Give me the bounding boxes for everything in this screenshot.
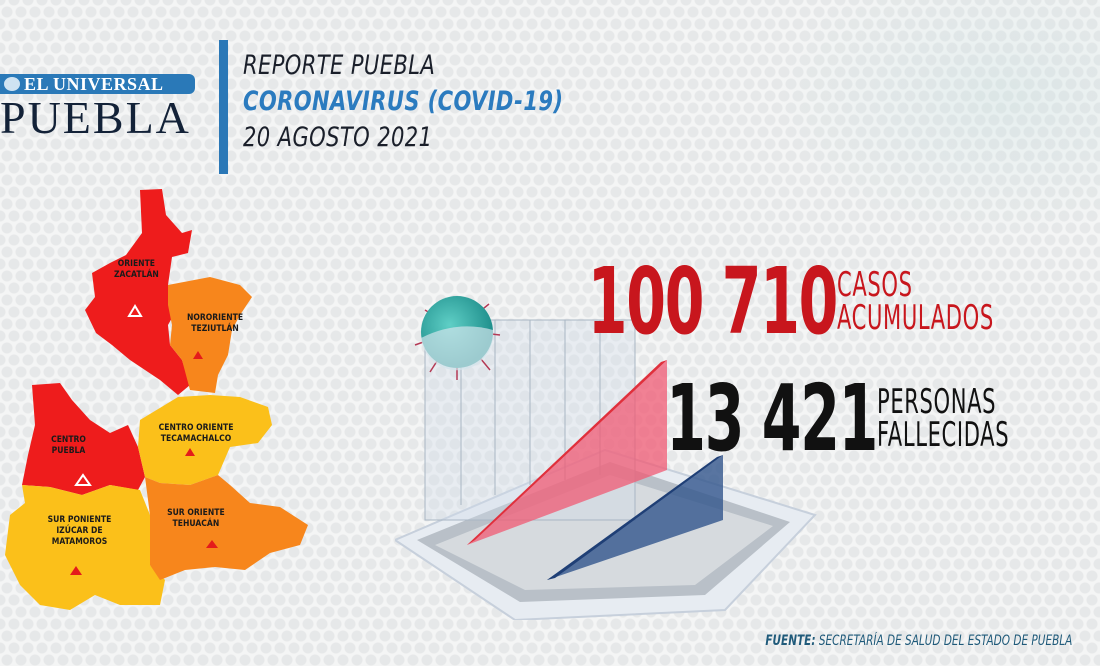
region-label-teziutlan: NORORIENTE TEZIUTLÁN — [187, 313, 243, 335]
covid-chart-illustration — [392, 290, 825, 622]
region-label-line: ZACATLÁN — [113, 270, 159, 280]
region-label-centro-puebla: CENTRO PUEBLA — [51, 435, 86, 457]
deaths-value: 13 421 — [665, 365, 878, 472]
puebla-regions-map: ORIENTE ZACATLÁN NORORIENTE TEZIUTLÁN CE… — [0, 185, 320, 615]
report-subtitle: CORONAVIRUS (COVID-19) — [243, 86, 564, 117]
trend-triangle-zacatlan-icon — [127, 304, 143, 317]
report-title: REPORTE PUEBLA — [243, 50, 436, 81]
deaths-label-line1: PERSONAS — [876, 381, 996, 422]
background-virus-haze — [770, 0, 1100, 240]
deaths-label-line2: FALLECIDAS — [876, 414, 1009, 455]
region-label-line: TEZIUTLÁN — [191, 324, 239, 334]
region-label-line: SUR PONIENTE — [47, 515, 112, 525]
trend-triangle-izucar-icon — [70, 566, 82, 575]
region-label-line: CENTRO — [51, 435, 86, 445]
trend-triangle-centro-icon — [74, 473, 92, 486]
source-label: FUENTE: — [765, 633, 816, 649]
logo-top-bar: EL UNIVERSAL — [0, 74, 195, 94]
region-centro-puebla — [22, 383, 145, 495]
logo-city-text: PUEBLA — [0, 92, 191, 143]
cases-label-line1: CASOS — [836, 264, 913, 305]
el-universal-puebla-logo: EL UNIVERSAL PUEBLA — [0, 74, 195, 143]
eagle-emblem-icon — [4, 77, 20, 91]
trend-triangle-tehuacan-icon — [206, 540, 218, 548]
region-label-line: TEHUACÁN — [172, 519, 220, 529]
region-label-line: TECAMACHALCO — [160, 434, 232, 444]
region-label-line: MATAMOROS — [51, 537, 108, 547]
region-label-line: SUR ORIENTE — [167, 508, 225, 518]
deaths-stat: 13 421 PERSONAS FALLECIDAS — [537, 365, 1090, 472]
deaths-label: PERSONAS FALLECIDAS — [876, 381, 1009, 455]
trend-triangle-teziutlan-icon — [193, 351, 203, 359]
illustration-svg — [392, 296, 817, 622]
map-shapes — [5, 189, 308, 610]
region-oriente-zacatlan — [85, 189, 192, 395]
report-date: 20 AGOSTO 2021 — [243, 122, 433, 153]
source-credit: FUENTE: SECRETARÍA DE SALUD DEL ESTADO D… — [765, 633, 1072, 649]
region-label-tecamachalco: CENTRO ORIENTE TECAMACHALCO — [159, 423, 234, 445]
trend-triangle-tecamachalco-icon — [185, 448, 195, 456]
cases-value: 100 710 — [587, 248, 839, 355]
region-label-tehuacan: SUR ORIENTE TEHUACÁN — [167, 508, 225, 530]
virus-icon — [414, 296, 501, 380]
region-label-izucar: SUR PONIENTE IZÚCAR DE MATAMOROS — [48, 515, 112, 548]
cases-label-line2: ACUMULADOS — [836, 297, 994, 338]
region-label-zacatlan: ORIENTE ZACATLÁN — [114, 259, 159, 281]
region-label-line: PUEBLA — [51, 446, 86, 456]
region-label-line: ORIENTE — [117, 259, 156, 269]
region-label-line: CENTRO ORIENTE — [158, 423, 234, 433]
header-divider — [219, 40, 228, 174]
region-sur-poniente-izucar — [5, 485, 165, 610]
region-nororiente-teziutlan — [168, 277, 252, 393]
region-label-line: IZÚCAR DE — [56, 526, 103, 536]
region-sur-oriente-tehuacan — [145, 475, 308, 580]
region-centro-oriente-tecamachalco — [138, 395, 272, 485]
region-label-line: NORORIENTE — [186, 313, 244, 323]
cases-label: CASOS ACUMULADOS — [836, 264, 994, 338]
logo-brand-text: EL UNIVERSAL — [24, 74, 164, 94]
cases-stat: 100 710 CASOS ACUMULADOS — [435, 248, 1090, 355]
report-header: REPORTE PUEBLA CORONAVIRUS (COVID-19) 20… — [243, 48, 563, 156]
source-text: SECRETARÍA DE SALUD DEL ESTADO DE PUEBLA — [818, 633, 1072, 649]
rising-chart-icon — [467, 360, 723, 580]
